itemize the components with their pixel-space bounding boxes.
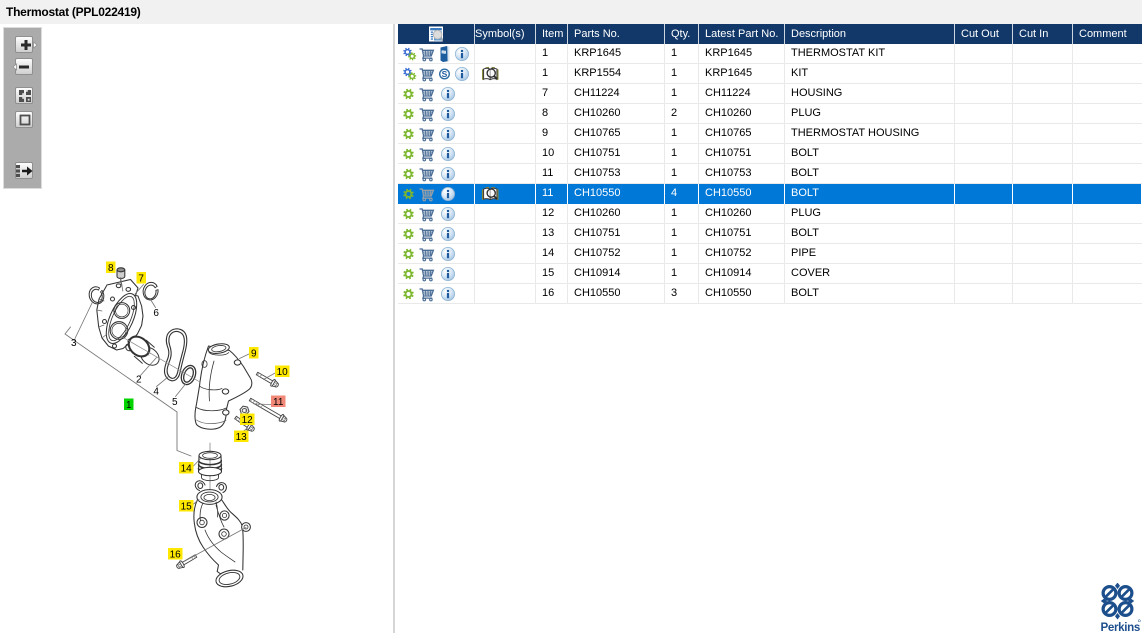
svg-text:15: 15	[181, 501, 193, 512]
svg-text:5: 5	[172, 397, 178, 408]
svg-text:Perkins: Perkins	[1101, 621, 1140, 633]
svg-text:7: 7	[138, 273, 144, 284]
svg-text:16: 16	[170, 549, 182, 560]
svg-text:14: 14	[181, 463, 193, 474]
svg-text:11: 11	[273, 397, 284, 408]
svg-text:13: 13	[236, 432, 248, 443]
svg-text:10: 10	[277, 367, 289, 378]
svg-text:12: 12	[242, 415, 254, 426]
svg-text:3: 3	[71, 338, 77, 349]
svg-text:1: 1	[126, 400, 132, 411]
svg-text:2: 2	[136, 374, 142, 385]
svg-text:6: 6	[153, 308, 159, 319]
svg-text:9: 9	[251, 348, 257, 359]
svg-text:8: 8	[108, 263, 114, 274]
svg-text:4: 4	[153, 386, 159, 397]
